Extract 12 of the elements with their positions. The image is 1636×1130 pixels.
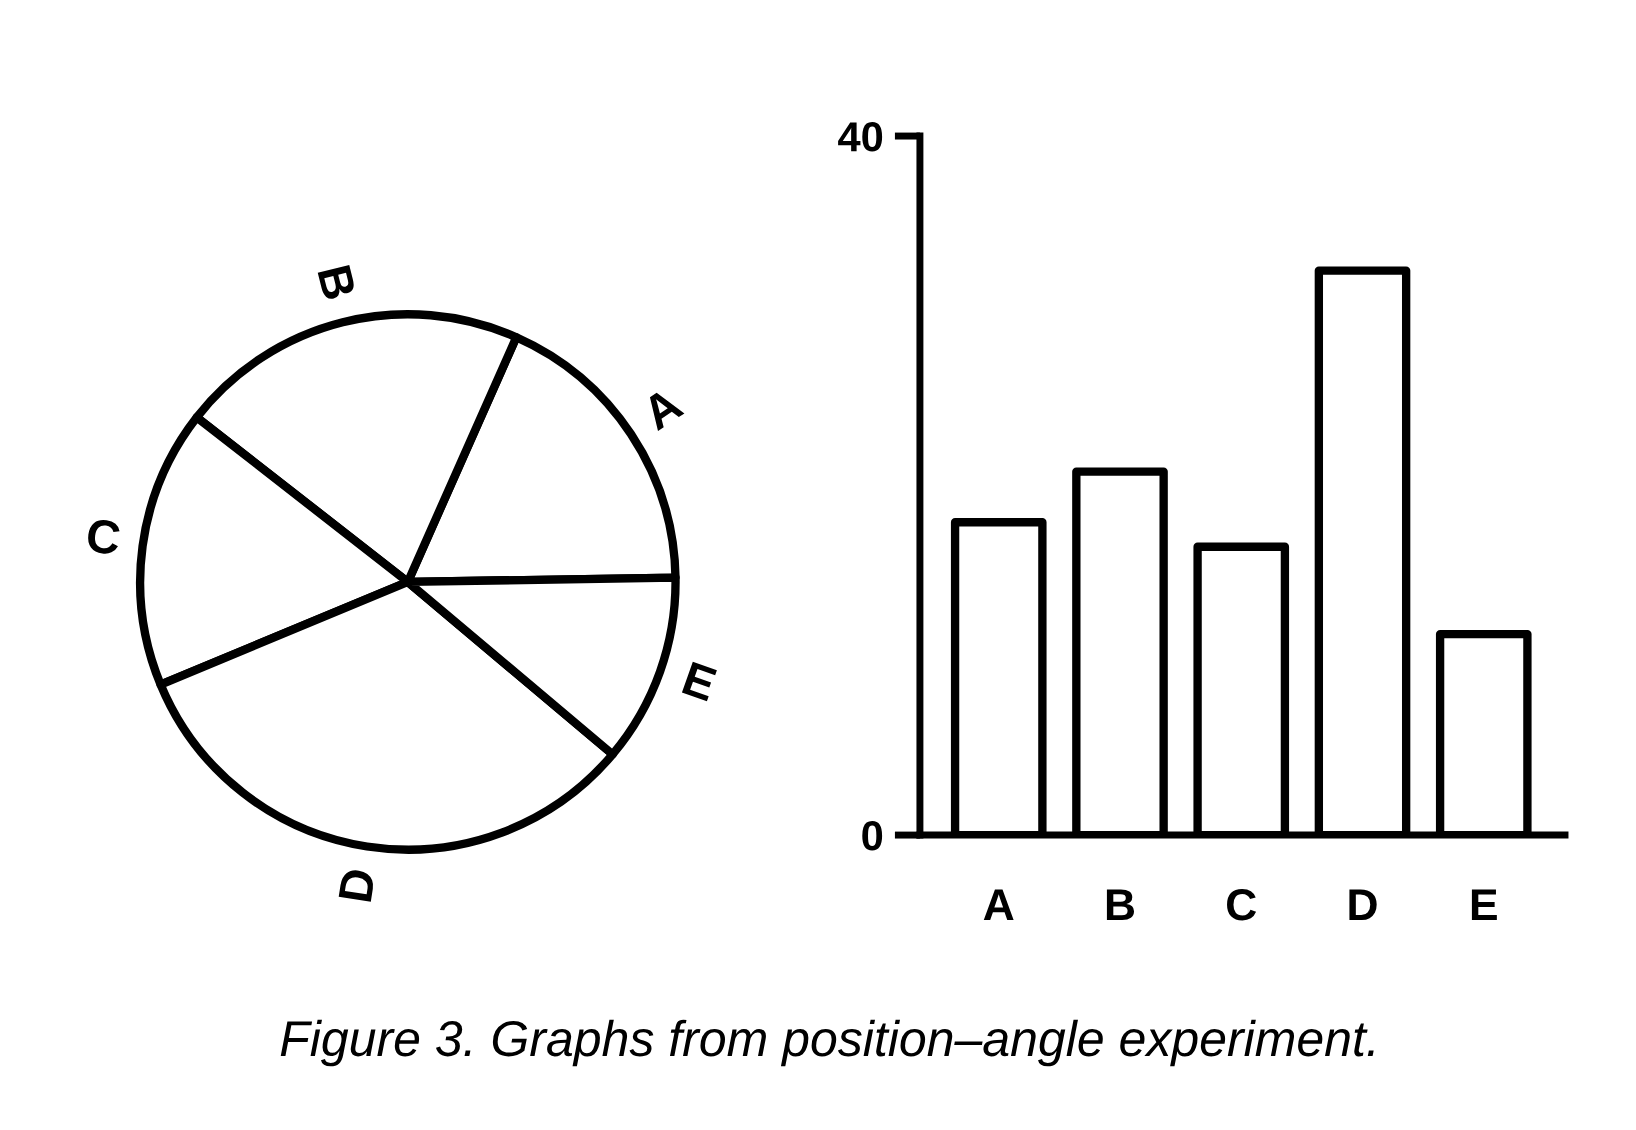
slice-label: A [640,386,685,431]
x-tick-label: C [1227,889,1257,921]
slice-label: E [681,661,718,702]
caption: Figure 3. Graphs from position–angle experiment. [280,1019,1374,1067]
slice-label: C [86,518,122,556]
x-tick-label: B [1106,889,1135,921]
x-tick-label: E [1471,889,1497,921]
x-tick-label: A [983,889,1014,921]
slice-label: B [317,264,357,301]
y-tick-label: 40 [838,122,883,152]
x-tick-label: D [1349,889,1377,921]
y-tick-label: 0 [862,821,883,851]
